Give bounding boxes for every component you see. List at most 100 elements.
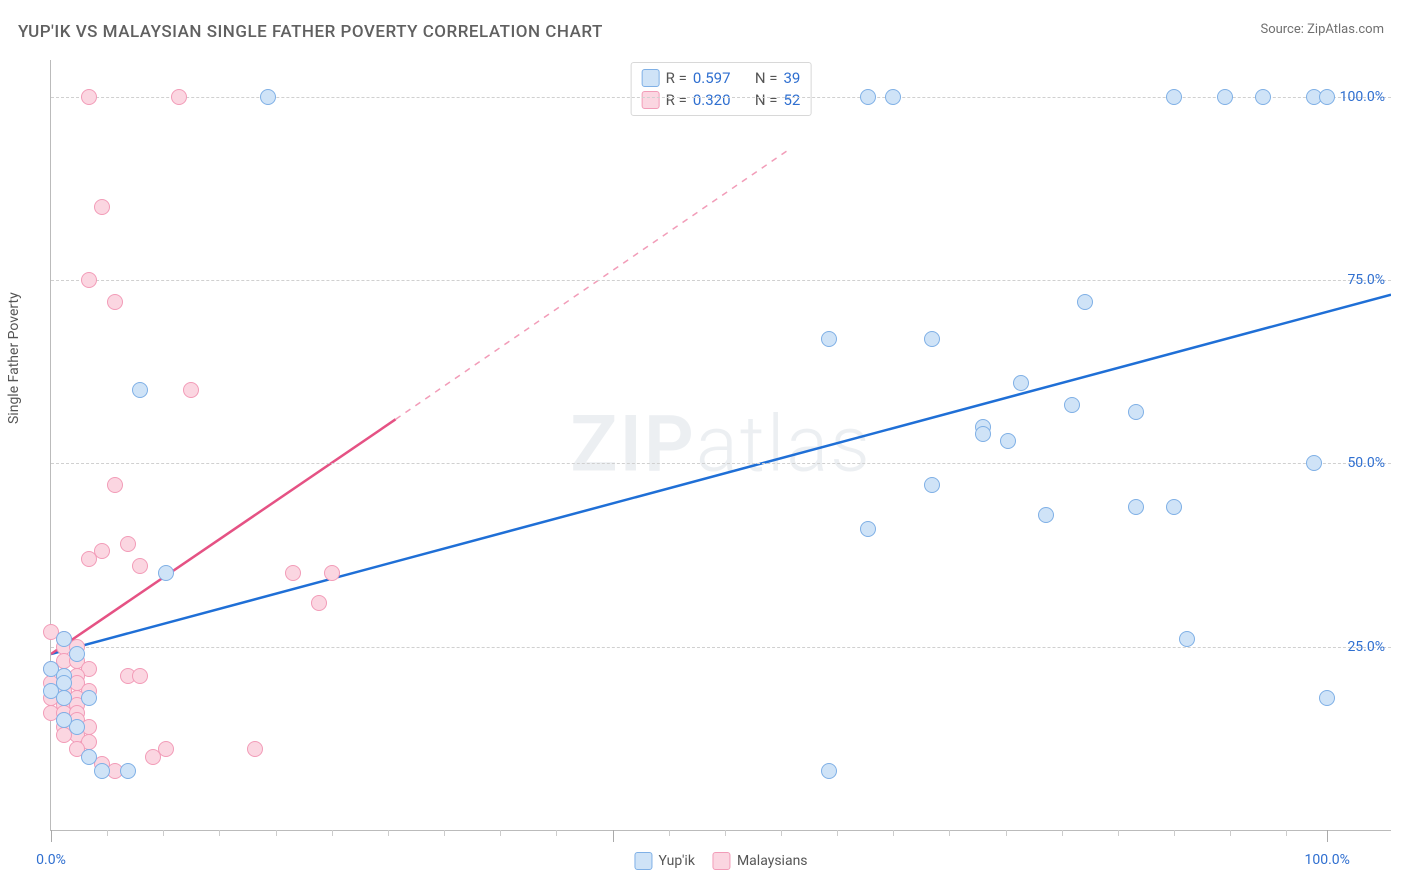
data-point bbox=[1000, 433, 1016, 449]
watermark-atlas: atlas bbox=[696, 400, 872, 491]
legend-swatch bbox=[634, 852, 652, 870]
source-name: ZipAtlas.com bbox=[1307, 22, 1384, 37]
data-point bbox=[132, 558, 148, 574]
x-tick-minor bbox=[781, 830, 782, 836]
data-point bbox=[1179, 631, 1195, 647]
data-point bbox=[81, 749, 97, 765]
x-tick-minor bbox=[669, 830, 670, 836]
x-tick-minor bbox=[1230, 830, 1231, 836]
data-point bbox=[860, 521, 876, 537]
x-tick-minor bbox=[219, 830, 220, 836]
legend-swatch bbox=[642, 69, 660, 87]
r-value: 0.320 bbox=[693, 91, 749, 109]
data-point bbox=[860, 89, 876, 105]
x-tick-major bbox=[51, 830, 52, 842]
x-tick-minor bbox=[1062, 830, 1063, 836]
x-tick-minor bbox=[500, 830, 501, 836]
data-point bbox=[821, 763, 837, 779]
data-point bbox=[120, 763, 136, 779]
data-point bbox=[924, 331, 940, 347]
data-point bbox=[69, 646, 85, 662]
data-point bbox=[311, 595, 327, 611]
x-tick-label: 100.0% bbox=[1304, 852, 1349, 868]
data-point bbox=[81, 551, 97, 567]
data-point bbox=[324, 565, 340, 581]
r-label: R = bbox=[666, 69, 687, 87]
source-prefix: Source: bbox=[1260, 22, 1307, 37]
data-point bbox=[1038, 507, 1054, 523]
data-point bbox=[1166, 499, 1182, 515]
series-legend: Yup'ik Malaysians bbox=[634, 852, 807, 870]
data-point bbox=[94, 763, 110, 779]
x-tick-minor bbox=[163, 830, 164, 836]
legend-item: Malaysians bbox=[713, 852, 808, 870]
x-tick-minor bbox=[276, 830, 277, 836]
x-tick-minor bbox=[388, 830, 389, 836]
x-tick-minor bbox=[332, 830, 333, 836]
data-point bbox=[132, 382, 148, 398]
legend-swatch bbox=[713, 852, 731, 870]
data-point bbox=[120, 536, 136, 552]
data-point bbox=[183, 382, 199, 398]
data-point bbox=[821, 331, 837, 347]
x-tick-minor bbox=[1174, 830, 1175, 836]
r-value: 0.597 bbox=[693, 69, 749, 87]
data-point bbox=[107, 477, 123, 493]
data-point bbox=[94, 199, 110, 215]
legend-swatch bbox=[642, 91, 660, 109]
data-point bbox=[1306, 455, 1322, 471]
legend-row: R =0.597N =39 bbox=[642, 67, 801, 89]
legend-label: Malaysians bbox=[737, 853, 808, 869]
source-attribution: Source: ZipAtlas.com bbox=[1260, 22, 1384, 37]
data-point bbox=[1255, 89, 1271, 105]
data-point bbox=[1128, 404, 1144, 420]
x-tick-minor bbox=[107, 830, 108, 836]
data-point bbox=[924, 477, 940, 493]
r-label: R = bbox=[666, 91, 687, 109]
data-point bbox=[81, 89, 97, 105]
data-point bbox=[158, 741, 174, 757]
x-tick-major bbox=[613, 830, 614, 842]
x-tick-minor bbox=[893, 830, 894, 836]
scatter-plot: ZIPatlas R =0.597N =39R =0.320N =52 Yup'… bbox=[50, 60, 1391, 831]
data-point bbox=[1013, 375, 1029, 391]
gridline bbox=[51, 280, 1391, 281]
x-tick-minor bbox=[1006, 830, 1007, 836]
data-point bbox=[1319, 89, 1335, 105]
n-label: N = bbox=[755, 69, 778, 87]
y-axis-label: Single Father Poverty bbox=[6, 292, 22, 424]
data-point bbox=[81, 690, 97, 706]
chart-title: YUP'IK VS MALAYSIAN SINGLE FATHER POVERT… bbox=[18, 22, 603, 42]
gridline bbox=[51, 463, 1391, 464]
x-tick-label: 0.0% bbox=[36, 852, 66, 868]
x-tick-minor bbox=[556, 830, 557, 836]
data-point bbox=[1128, 499, 1144, 515]
correlation-legend: R =0.597N =39R =0.320N =52 bbox=[631, 62, 812, 116]
data-point bbox=[132, 668, 148, 684]
x-tick-minor bbox=[1286, 830, 1287, 836]
data-point bbox=[1319, 690, 1335, 706]
data-point bbox=[1064, 397, 1080, 413]
data-point bbox=[1077, 294, 1093, 310]
data-point bbox=[975, 426, 991, 442]
data-point bbox=[247, 741, 263, 757]
gridline bbox=[51, 647, 1391, 648]
y-tick-label: 25.0% bbox=[1347, 639, 1385, 655]
x-tick-minor bbox=[444, 830, 445, 836]
gridline bbox=[51, 97, 1391, 98]
data-point bbox=[1166, 89, 1182, 105]
y-tick-label: 50.0% bbox=[1347, 455, 1385, 471]
data-point bbox=[56, 690, 72, 706]
data-point bbox=[285, 565, 301, 581]
data-point bbox=[56, 712, 72, 728]
y-tick-label: 75.0% bbox=[1347, 272, 1385, 288]
x-tick-major bbox=[1327, 830, 1328, 842]
legend-label: Yup'ik bbox=[658, 853, 694, 869]
y-tick-label: 100.0% bbox=[1340, 89, 1385, 105]
n-label: N = bbox=[755, 91, 778, 109]
legend-row: R =0.320N =52 bbox=[642, 89, 801, 111]
data-point bbox=[885, 89, 901, 105]
watermark-zip: ZIP bbox=[570, 400, 696, 491]
watermark: ZIPatlas bbox=[570, 400, 871, 491]
data-point bbox=[260, 89, 276, 105]
